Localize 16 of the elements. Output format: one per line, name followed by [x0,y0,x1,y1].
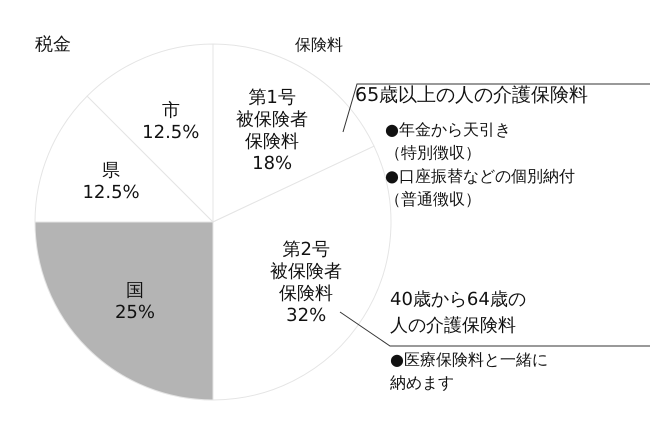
slice-label: 県 [102,160,120,181]
data-label: 12.5% [82,182,140,203]
data-label: 32% [286,305,326,326]
data-label: 18% [252,152,292,174]
slice-label: 国 [126,280,144,302]
text: ●医療保険料と一緒に納めます [390,350,548,392]
text: 税金 [35,34,71,55]
slice-label: 第2号被保険者保険料 [270,239,342,304]
slice-label: 市 [162,100,180,122]
data-label: 25% [114,302,155,324]
text: 保険料 [295,35,343,54]
text: 40歳から64歳の人の介護保険料 [390,289,526,336]
text: 65歳以上の人の介護保険料 [355,84,588,106]
slice-label: 第1号被保険者保険料 [236,86,308,152]
data-label: 12.5% [142,122,200,144]
text: ●年金から天引き（特別徴収）●口座振替などの個別納付（普通徴収） [385,120,575,209]
